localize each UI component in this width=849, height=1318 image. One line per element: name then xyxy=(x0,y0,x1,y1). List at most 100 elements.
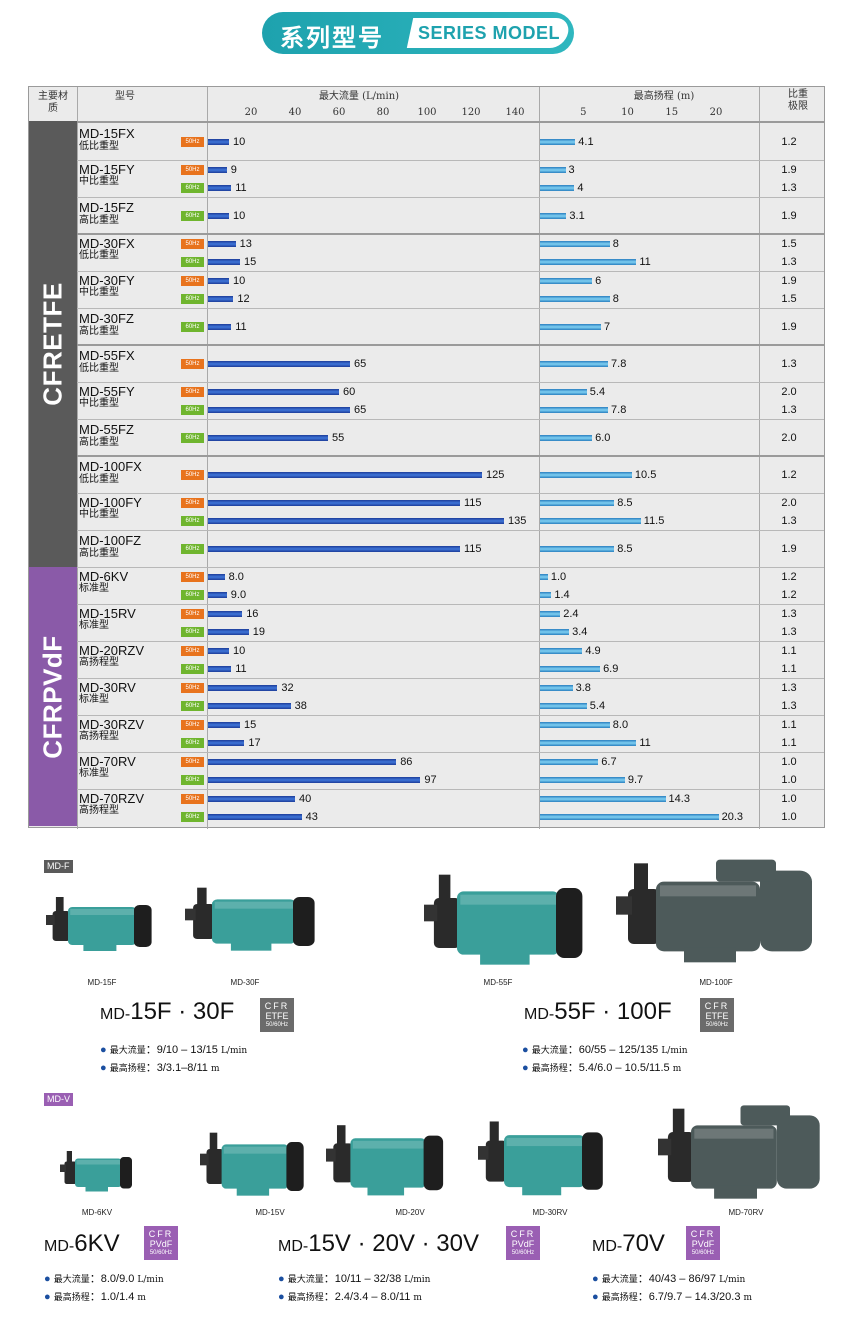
model-name: MD-15FX xyxy=(79,126,135,141)
flow-value: 55 xyxy=(332,431,345,444)
flow-bar xyxy=(208,323,232,330)
product-title-prefix: MD- xyxy=(524,1006,555,1023)
head-bar xyxy=(540,212,567,219)
material-badge-line: CFR xyxy=(690,1229,716,1239)
head-bar xyxy=(540,648,583,655)
head-value: 8.5 xyxy=(617,542,633,555)
bullet-icon: ● xyxy=(44,1291,54,1303)
material-badge-line: 50/60Hz xyxy=(705,1022,729,1028)
head-bar xyxy=(540,591,552,598)
bullet-icon: ● xyxy=(522,1062,532,1074)
model-name: MD-100FZ xyxy=(79,533,142,548)
spec-label: 最大流量 xyxy=(287,1275,324,1285)
flow-value: 60 xyxy=(343,386,356,399)
hz-badge: 60Hz xyxy=(181,774,204,785)
material-badge-line: CFR xyxy=(704,1001,730,1011)
bullet-icon: ● xyxy=(592,1291,602,1303)
sg-value: 1.2 xyxy=(781,135,797,148)
head-bar xyxy=(540,184,575,191)
flow-bar xyxy=(208,813,302,820)
sg-value: 1.9 xyxy=(781,542,797,555)
material-badge: CFR PVdF 50/60Hz xyxy=(144,1226,178,1260)
row-divider xyxy=(77,308,824,309)
row-divider xyxy=(77,197,824,198)
model-name: MD-70RZV xyxy=(79,791,145,806)
model-type: 高扬程型 xyxy=(79,805,119,816)
head-bar xyxy=(540,776,625,783)
flow-value: 38 xyxy=(294,699,307,712)
material-badge-line: 50/60Hz xyxy=(265,1022,289,1028)
material-badge-line: 50/60Hz xyxy=(511,1250,535,1256)
pump-caption: MD-100F xyxy=(699,978,733,987)
hz-badge: 60Hz xyxy=(181,589,204,600)
flow-value: 16 xyxy=(246,608,259,621)
material-block: CFRETFE xyxy=(29,121,77,567)
model-name: MD-30FX xyxy=(79,236,135,251)
flow-bar xyxy=(208,184,232,191)
pump-image xyxy=(60,1151,132,1192)
product-title-prefix: MD- xyxy=(592,1238,623,1255)
head-bar xyxy=(540,517,641,524)
material-badge-line: ETFE xyxy=(705,1011,729,1021)
flow-tick-label: 40 xyxy=(288,107,302,118)
model-name: MD-15FZ xyxy=(79,200,134,215)
flow-value: 10 xyxy=(233,209,246,222)
head-value: 11 xyxy=(639,736,651,749)
head-value: 1.4 xyxy=(554,588,570,601)
spec-value: 3/3.1–8/11 xyxy=(156,1062,208,1074)
flow-bar xyxy=(208,167,227,174)
head-bar xyxy=(540,685,573,692)
head-bar xyxy=(540,389,587,396)
sg-value: 1.3 xyxy=(781,181,797,194)
sg-value: 1.2 xyxy=(781,468,797,481)
material-badge-line: CFR xyxy=(148,1229,174,1239)
flow-value: 8.0 xyxy=(228,571,244,584)
spec-unit: m xyxy=(743,1293,753,1303)
md-v-tag: MD-V xyxy=(44,1093,73,1106)
flow-bar xyxy=(208,258,240,265)
head-bar xyxy=(540,813,719,820)
col-head-header: 最高扬程 (m) xyxy=(633,91,695,102)
head-value: 4.1 xyxy=(578,135,594,148)
hz-badge: 60Hz xyxy=(181,663,204,674)
bullet-icon: ● xyxy=(100,1062,110,1074)
spec-label: 最高扬程 xyxy=(531,1064,568,1074)
material-badge-line: CFR xyxy=(510,1229,536,1239)
spec-label: 最大流量 xyxy=(109,1046,146,1056)
material-badge: CFR PVdF 50/60Hz xyxy=(686,1226,720,1260)
flow-value: 115 xyxy=(464,542,482,555)
hz-badge: 50Hz xyxy=(181,136,204,147)
flow-value: 10 xyxy=(233,135,246,148)
sg-value: 1.0 xyxy=(781,810,797,823)
sg-value: 1.2 xyxy=(781,588,797,601)
flow-value: 32 xyxy=(281,682,294,695)
model-name: MD-20RZV xyxy=(79,643,145,658)
hz-badge: 60Hz xyxy=(181,404,204,415)
spec-colon: ： xyxy=(89,1273,101,1285)
pump-caption: MD-70RV xyxy=(728,1208,764,1217)
row-divider xyxy=(77,419,824,420)
flow-bar xyxy=(208,574,225,581)
spec-label: 最高扬程 xyxy=(287,1293,324,1303)
max-head-spec: ● 最高扬程：3/3.1–8/11 m xyxy=(100,1059,220,1075)
flow-bar xyxy=(208,611,243,618)
max-flow-spec: ● 最大流量：40/43 – 86/97 L/min xyxy=(592,1270,745,1286)
pump-caption: MD-20V xyxy=(395,1208,425,1217)
model-type: 高扬程型 xyxy=(79,657,119,668)
series-header: 系列型号 SERIES MODEL xyxy=(262,12,574,54)
model-name: MD-100FX xyxy=(79,459,142,474)
hz-badge: 50Hz xyxy=(181,165,204,176)
hz-badge: 50Hz xyxy=(181,794,204,805)
max-head-spec: ● 最高扬程：5.4/6.0 – 10.5/11.5 m xyxy=(522,1059,681,1075)
spec-value: 8.0/9.0 xyxy=(100,1273,135,1285)
flow-tick-label: 20 xyxy=(244,107,258,118)
model-type: 高比重型 xyxy=(79,215,119,226)
material-badge-line: ETFE xyxy=(265,1011,289,1021)
sg-value: 1.5 xyxy=(781,292,797,305)
hz-badge: 60Hz xyxy=(181,543,204,554)
spec-unit: L/min xyxy=(220,1046,248,1056)
row-divider xyxy=(77,382,824,383)
model-type: 低比重型 xyxy=(79,250,119,261)
sg-value: 1.2 xyxy=(781,571,797,584)
row-divider xyxy=(77,160,824,161)
